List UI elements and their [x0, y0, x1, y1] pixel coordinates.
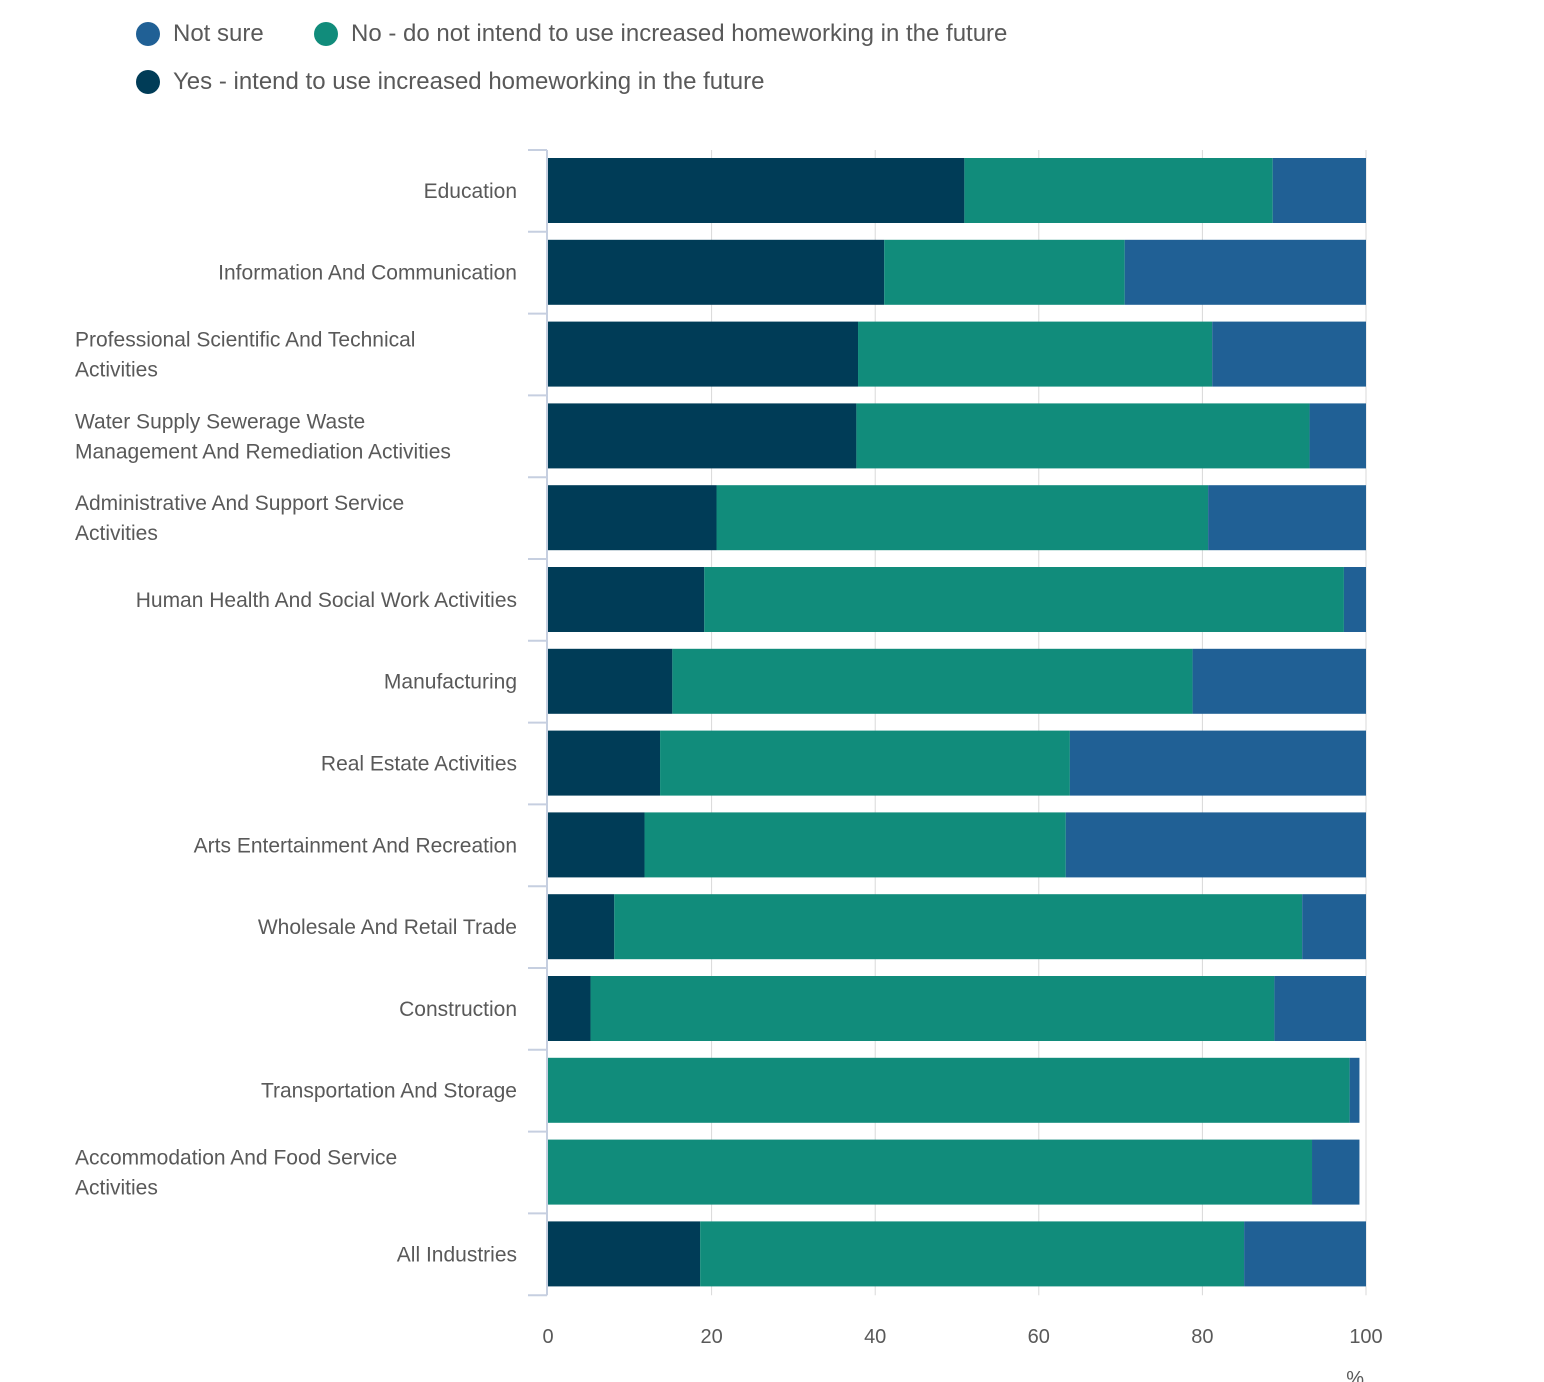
bar-information-and-communication-series-0[interactable] [548, 239, 885, 305]
legend-swatch-yes [136, 70, 160, 94]
y-category-label-accommodation-and-food-service-activities: Accommodation And Food Service Activities [75, 1147, 397, 1200]
y-category-label-all-industries: All Industries [397, 1243, 517, 1266]
bar-water-supply-sewerage-waste-management-and-remediation-activities-series-1[interactable] [856, 403, 1310, 469]
bar-manufacturing-series-0[interactable] [548, 648, 673, 714]
bar-administrative-and-support-service-activities-series-0[interactable] [548, 485, 717, 551]
bar-information-and-communication-series-1[interactable] [884, 239, 1125, 305]
bar-arts-entertainment-and-recreation-series-2[interactable] [1065, 812, 1366, 878]
bar-wholesale-and-retail-trade-series-2[interactable] [1302, 894, 1366, 960]
legend-item-yes[interactable]: Yes - intend to use increased homeworkin… [136, 68, 764, 96]
y-category-label-line: Activities [75, 522, 158, 545]
bar-education-series-0[interactable] [548, 158, 965, 223]
bar-all-industries-series-1[interactable] [700, 1221, 1245, 1287]
bar-arts-entertainment-and-recreation-series-0[interactable] [548, 812, 645, 878]
y-category-label-arts-entertainment-and-recreation: Arts Entertainment And Recreation [194, 834, 517, 857]
x-tick-label-80: 80 [1191, 1326, 1213, 1348]
bar-professional-scientific-and-technical-activities-series-0[interactable] [548, 321, 859, 387]
bar-construction-series-2[interactable] [1274, 976, 1366, 1041]
y-category-label-line: Activities [75, 359, 158, 382]
bar-real-estate-activities-series-2[interactable] [1069, 730, 1366, 796]
bar-wholesale-and-retail-trade-series-1[interactable] [614, 894, 1303, 960]
y-category-label-construction: Construction [399, 998, 517, 1021]
y-category-label-water-supply-sewerage-waste-management-and-remediation-activities: Water Supply Sewerage Waste Management An… [75, 410, 451, 463]
y-category-label-information-and-communication: Information And Communication [218, 262, 517, 285]
x-tick-label-0: 0 [542, 1326, 553, 1348]
legend-label-not-sure: Not sure [173, 20, 264, 47]
bar-human-health-and-social-work-activities-series-0[interactable] [548, 567, 705, 632]
bar-human-health-and-social-work-activities-series-2[interactable] [1343, 567, 1366, 632]
legend-swatch-not-sure [136, 22, 160, 46]
x-tick-label-100: 100 [1349, 1326, 1382, 1348]
bar-transportation-and-storage-series-1[interactable] [548, 1057, 1350, 1123]
bar-human-health-and-social-work-activities-series-1[interactable] [704, 567, 1344, 632]
bar-transportation-and-storage-series-2[interactable] [1349, 1057, 1360, 1123]
bar-professional-scientific-and-technical-activities-series-2[interactable] [1212, 321, 1366, 387]
bar-all-industries-series-0[interactable] [548, 1221, 701, 1287]
bar-real-estate-activities-series-0[interactable] [548, 730, 661, 796]
legend-item-not-sure[interactable]: Not sure [136, 20, 264, 48]
bar-education-series-1[interactable] [964, 158, 1273, 223]
bar-administrative-and-support-service-activities-series-2[interactable] [1208, 485, 1366, 551]
x-axis-label: % [1346, 1368, 1364, 1382]
bar-manufacturing-series-2[interactable] [1192, 648, 1366, 714]
labels-layer: 0 20 40 60 80 100% Education Information And Co… [75, 180, 1383, 1382]
bar-information-and-communication-series-2[interactable] [1124, 239, 1366, 305]
bar-administrative-and-support-service-activities-series-1[interactable] [716, 485, 1209, 551]
bar-manufacturing-series-1[interactable] [672, 648, 1193, 714]
y-category-label-human-health-and-social-work-activities: Human Health And Social Work Activities [136, 589, 517, 612]
x-tick-label-60: 60 [1028, 1326, 1050, 1348]
x-tick-label-20: 20 [700, 1326, 722, 1348]
axis-layer [528, 149, 548, 1297]
legend-swatch-no [314, 22, 338, 46]
y-category-label-line: Accommodation And Food Service [75, 1147, 397, 1170]
y-category-label-professional-scientific-and-technical-activities: Professional Scientific And Technical Act… [75, 329, 415, 382]
y-category-label-education: Education [424, 180, 517, 203]
x-tick-label-40: 40 [864, 1326, 886, 1348]
y-category-label-line: Administrative And Support Service [75, 492, 404, 515]
bar-arts-entertainment-and-recreation-series-1[interactable] [644, 812, 1066, 878]
bar-education-series-2[interactable] [1272, 158, 1366, 223]
y-category-label-transportation-and-storage: Transportation And Storage [261, 1080, 517, 1103]
legend-label-no: No - do not intend to use increased home… [351, 20, 1008, 47]
y-category-label-real-estate-activities: Real Estate Activities [321, 753, 517, 776]
y-category-label-wholesale-and-retail-trade: Wholesale And Retail Trade [258, 916, 517, 939]
bar-all-industries-series-2[interactable] [1244, 1221, 1366, 1287]
bar-water-supply-sewerage-waste-management-and-remediation-activities-series-0[interactable] [548, 403, 857, 469]
y-category-label-line: Professional Scientific And Technical [75, 329, 415, 352]
y-category-label-line: Activities [75, 1177, 158, 1200]
y-category-label-manufacturing: Manufacturing [384, 671, 517, 694]
chart-legend: Not sure No - do not intend to use incre… [136, 18, 1136, 108]
bar-construction-series-0[interactable] [548, 976, 591, 1041]
y-category-label-administrative-and-support-service-activities: Administrative And Support Service Activi… [75, 492, 404, 545]
bar-wholesale-and-retail-trade-series-0[interactable] [548, 894, 615, 960]
y-category-label-line: Management And Remediation Activities [75, 440, 451, 463]
bars-layer [548, 158, 1366, 1287]
legend-label-yes: Yes - intend to use increased homeworkin… [173, 68, 765, 95]
bar-accommodation-and-food-service-activities-series-2[interactable] [1312, 1139, 1360, 1205]
bar-construction-series-1[interactable] [590, 976, 1275, 1041]
bar-accommodation-and-food-service-activities-series-1[interactable] [548, 1139, 1313, 1205]
bar-water-supply-sewerage-waste-management-and-remediation-activities-series-2[interactable] [1309, 403, 1366, 469]
bar-professional-scientific-and-technical-activities-series-1[interactable] [858, 321, 1213, 387]
bar-real-estate-activities-series-1[interactable] [660, 730, 1070, 796]
y-category-label-line: Water Supply Sewerage Waste [75, 410, 365, 433]
legend-item-no[interactable]: No - do not intend to use increased home… [314, 20, 1007, 48]
